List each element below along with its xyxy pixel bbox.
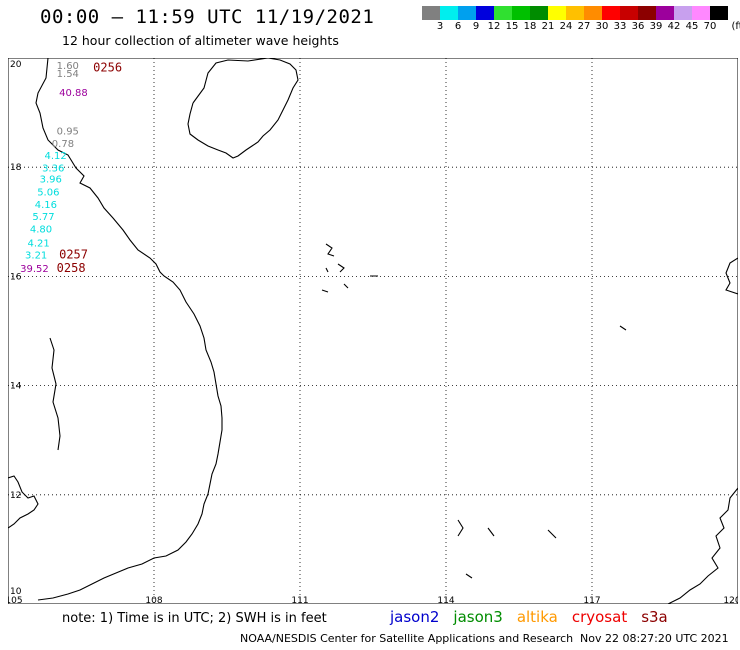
wave-height-label: 3.96 xyxy=(40,174,62,185)
scale-tick-label: 33 xyxy=(613,21,627,32)
latitude-tick-label: 14 xyxy=(10,382,22,392)
wave-height-label: 4.21 xyxy=(27,238,49,249)
coastline-islands-paracel xyxy=(321,243,627,579)
coastline-lake-west xyxy=(49,337,61,451)
map-frame xyxy=(8,58,738,604)
wave-height-label: 1.60 xyxy=(57,61,79,72)
pass-time-label: 0258 xyxy=(57,261,86,275)
scale-unit: (ft) xyxy=(731,21,740,32)
coastline-east xyxy=(725,257,738,295)
coastline xyxy=(8,58,738,604)
scale-swatch xyxy=(458,6,476,20)
satellite-name: altika xyxy=(516,608,558,626)
longitude-tick-label: 108 xyxy=(145,596,162,604)
pass-time-label: 0257 xyxy=(59,247,88,261)
satellite-name: jason2 xyxy=(390,608,440,626)
wave-height-label: 3.21 xyxy=(25,250,47,261)
scale-swatch xyxy=(530,6,548,20)
wave-height-label: 1.54 xyxy=(57,69,79,80)
scale-swatch xyxy=(674,6,692,20)
latitude-tick-label: 18 xyxy=(10,163,22,173)
scale-tick-label: 39 xyxy=(649,21,663,32)
scale-tick-label: 18 xyxy=(523,21,537,32)
color-scale xyxy=(422,6,728,20)
coastline-southeast xyxy=(667,487,738,604)
wave-height-label: 4.16 xyxy=(35,200,57,211)
wave-height-label: 39.52 xyxy=(20,264,49,275)
scale-tick-label: 42 xyxy=(667,21,681,32)
map-subtitle: 12 hour collection of altimeter wave hei… xyxy=(62,33,339,48)
wave-labels: 1.601.5440.881.500.950.784.123.363.965.0… xyxy=(20,61,122,275)
scale-tick-label: 36 xyxy=(631,21,645,32)
scale-swatch xyxy=(548,6,566,20)
coastline-mainland xyxy=(35,58,223,601)
wave-height-label: 40.88 xyxy=(59,88,88,99)
scale-tick-label: 30 xyxy=(595,21,609,32)
timestamp: Nov 22 08:27:20 UTC 2021 xyxy=(580,632,729,645)
scale-tick-label: 24 xyxy=(559,21,573,32)
wave-height-label: 5.77 xyxy=(32,212,54,223)
wave-height-map: 1.601.5440.881.500.950.784.123.363.965.0… xyxy=(8,58,738,604)
longitude-tick-label: 120 xyxy=(723,596,738,604)
wave-height-label: 4.12 xyxy=(45,151,67,162)
scale-swatch xyxy=(566,6,584,20)
coastline-gulf-north xyxy=(187,58,299,159)
scale-tick-label: 21 xyxy=(541,21,555,32)
wave-height-label: 5.06 xyxy=(37,188,59,199)
satellite-name: cryosat xyxy=(571,608,628,626)
scale-tick-label: 12 xyxy=(487,21,501,32)
longitude-tick-label: 111 xyxy=(291,596,308,604)
scale-swatch xyxy=(638,6,656,20)
latitude-tick-label: 20 xyxy=(10,60,22,70)
scale-tick-label: 6 xyxy=(454,21,462,32)
pass-time-label: 0256 xyxy=(93,61,122,75)
coastline-west-inlet xyxy=(8,475,39,529)
longitude-tick-label: 117 xyxy=(583,596,600,604)
wave-height-label: 4.80 xyxy=(30,225,52,236)
map-title: 00:00 – 11:59 UTC 11/19/2021 xyxy=(40,6,375,28)
scale-tick-label: 15 xyxy=(505,21,519,32)
scale-swatch xyxy=(710,6,728,20)
scale-swatch xyxy=(602,6,620,20)
scale-swatch xyxy=(656,6,674,20)
axis-ticks: 105 108 111 114 117 120 20 18 16 14 12 10 xyxy=(8,60,738,604)
credit-line: NOAA/NESDIS Center for Satellite Applica… xyxy=(240,632,574,645)
scale-swatch xyxy=(620,6,638,20)
longitude-tick-label: 105 xyxy=(8,596,23,604)
scale-swatch xyxy=(476,6,494,20)
scale-swatch xyxy=(692,6,710,20)
scale-swatch xyxy=(422,6,440,20)
scale-swatch xyxy=(584,6,602,20)
latitude-tick-label: 12 xyxy=(10,491,21,501)
satellite-name: s3a xyxy=(641,608,668,626)
satellite-name: jason3 xyxy=(453,608,503,626)
scale-swatch xyxy=(512,6,530,20)
wave-height-label: 3.36 xyxy=(42,164,64,175)
scale-tick-label: 3 xyxy=(436,21,444,32)
wave-height-label: 0.95 xyxy=(57,126,79,137)
scale-tick-label: 9 xyxy=(472,21,480,32)
latitude-tick-label: 10 xyxy=(10,587,22,597)
scale-tick-label: 27 xyxy=(577,21,591,32)
scale-swatch xyxy=(494,6,512,20)
footnote: note: 1) Time is in UTC; 2) SWH is in fe… xyxy=(62,611,327,626)
satellite-legend: jason2 jason3 altika cryosat s3a xyxy=(390,608,682,626)
scale-tick-label: 45 xyxy=(685,21,699,32)
scale-swatch xyxy=(440,6,458,20)
longitude-tick-label: 114 xyxy=(437,596,454,604)
latitude-tick-label: 16 xyxy=(10,272,22,282)
wave-height-label: 0.78 xyxy=(52,139,74,150)
scale-tick-label: 70 xyxy=(703,21,717,32)
